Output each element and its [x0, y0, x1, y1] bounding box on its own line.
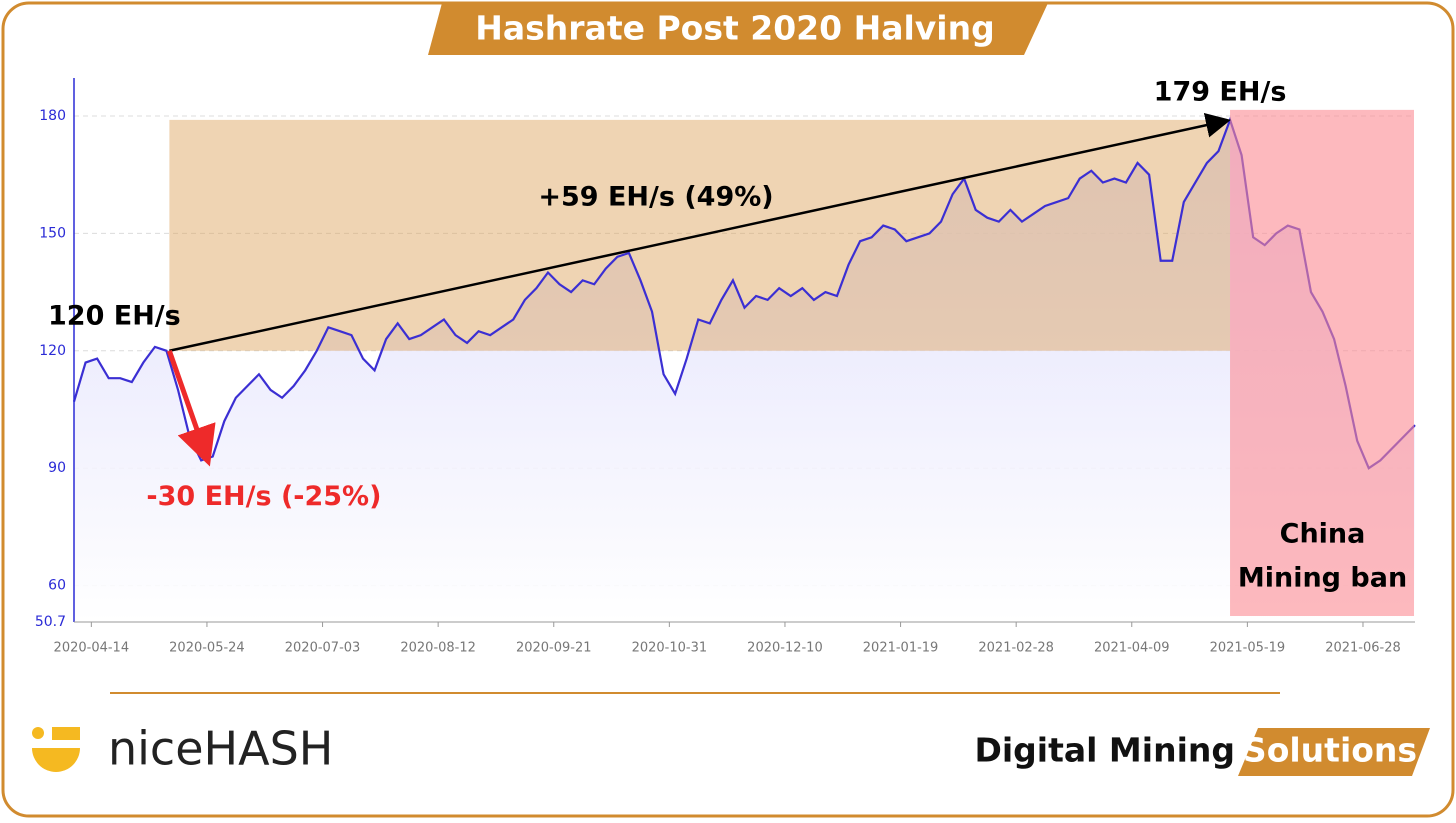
title-banner	[428, 3, 1048, 55]
tagline-badge	[1238, 728, 1430, 776]
y-tick-label: 60	[48, 578, 66, 594]
x-tick-label: 2020-05-24	[169, 641, 245, 656]
drop-label: -30 EH/s (-25%)	[146, 481, 381, 512]
x-tick-label: 2021-06-28	[1325, 641, 1401, 656]
brand-name: niceHASH	[108, 722, 333, 776]
rise-arrow	[169, 112, 1231, 353]
y-tick-label: 90	[48, 460, 66, 476]
ban-label: China	[1280, 519, 1366, 550]
chart-title: Hashrate Post 2020 Halving	[475, 9, 994, 48]
y-tick-label: 150	[39, 225, 66, 241]
x-tick-label: 2020-04-14	[54, 641, 130, 656]
x-tick-label: 2020-09-21	[516, 641, 592, 656]
peak-label: 179 EH/s	[1154, 76, 1287, 107]
x-tick-label: 2020-10-31	[632, 641, 708, 656]
x-tick-label: 2021-05-19	[1210, 641, 1286, 656]
tagline-badge-text: Solutions	[1243, 731, 1417, 770]
ban-label: Mining ban	[1238, 563, 1407, 594]
y-tick-label: 180	[39, 108, 66, 124]
x-tick-label: 2021-02-28	[978, 641, 1054, 656]
x-tick-label: 2020-08-12	[400, 641, 476, 656]
x-tick-label: 2020-12-10	[747, 641, 823, 656]
x-tick-label: 2020-07-03	[285, 641, 361, 656]
series-line	[72, 116, 1416, 470]
brand-logo	[32, 727, 80, 772]
area	[74, 119, 1415, 623]
y-tick-label: 120	[39, 343, 66, 359]
plot: 50.7 60 90 120 150 180 2020-04-14 2020-05-24 202…	[35, 76, 1416, 656]
x-tick-label: 2021-01-19	[863, 641, 939, 656]
drop-arrow	[167, 349, 216, 467]
x-tick-label: 2021-04-09	[1094, 641, 1170, 656]
tagline: Digital Mining	[974, 731, 1235, 770]
ban-band	[1230, 109, 1414, 617]
start-label: 120 EH/s	[48, 300, 181, 331]
y-tick-label: 50.7	[35, 614, 66, 630]
rise-label: +59 EH/s (49%)	[538, 182, 773, 213]
